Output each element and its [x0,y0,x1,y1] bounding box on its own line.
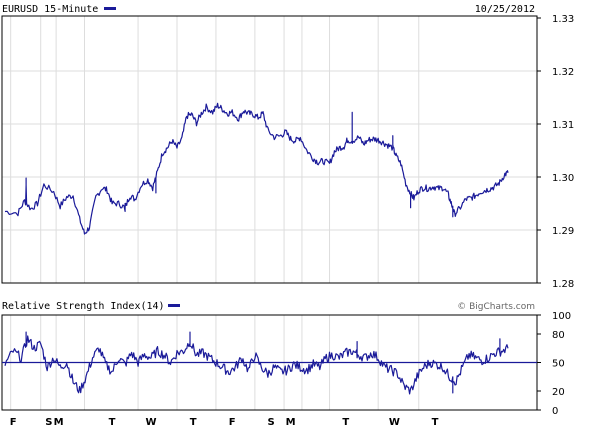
x-axis-day-label: W [146,417,157,428]
price-y-tick-label: 1.28 [552,279,574,290]
x-axis-day-label: T [109,417,116,428]
price-y-tick-label: 1.29 [552,226,574,237]
price-y-axis: 1.33 1.32 1.31 1.30 1.29 1.28 [537,14,574,290]
rsi-series-line [4,331,509,395]
rsi-legend-swatch [168,304,180,307]
credit-text: © BigCharts.com [457,302,535,312]
x-axis-day-label: T [432,417,439,428]
price-y-tick-label: 1.33 [552,14,574,25]
x-axis-day-label: T [190,417,197,428]
rsi-y-tick-label: 0 [552,406,558,417]
x-axis-day-label: S [45,417,52,428]
price-y-tick-label: 1.30 [552,173,574,184]
x-axis-day-label: T [342,417,349,428]
x-axis-day-label: W [389,417,400,428]
x-axis-day-label: M [54,417,64,428]
chart-title: EURUSD 15-Minute [2,4,98,15]
price-y-tick-label: 1.32 [552,67,574,78]
rsi-y-tick-label: 80 [552,330,565,341]
rsi-y-tick-label: 100 [552,311,571,322]
price-y-tick-label: 1.31 [552,120,574,131]
price-grid [2,16,537,283]
rsi-y-tick-label: 50 [552,359,565,370]
price-panel-frame [1,15,538,284]
chart-date: 10/25/2012 [475,4,535,15]
rsi-y-axis: 100 80 50 20 0 [537,311,571,417]
title-legend-swatch [104,7,116,10]
x-axis-day-label: F [229,417,236,428]
rsi-y-tick-label: 20 [552,387,565,398]
x-axis-day-label: F [10,417,17,428]
rsi-title: Relative Strength Index(14) [2,301,165,312]
x-axis-day-label: M [286,417,296,428]
x-axis-day-label: S [268,417,275,428]
price-series-line [4,102,509,235]
